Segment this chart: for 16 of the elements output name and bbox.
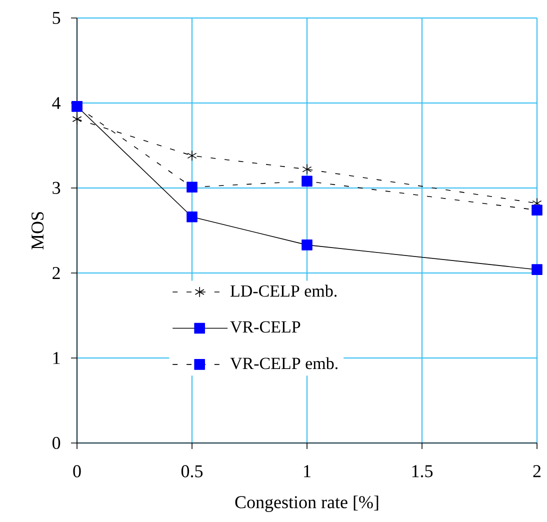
legend-label: LD-CELP emb. [230, 284, 337, 297]
legend-label: VR-CELP [230, 321, 300, 333]
x-tick-label: 1 [304, 465, 310, 478]
x-tick-label: 0 [73, 465, 81, 478]
y-tick-label: 0 [52, 436, 60, 450]
x-tick-label: 2 [533, 465, 541, 478]
x-axis-title: Congestion rate [%] [235, 496, 378, 512]
y-tick-label: 2 [52, 267, 60, 279]
y-tick-label: 3 [52, 182, 60, 194]
x-tick-label: 1.5 [412, 465, 433, 478]
x-tick-label: 0.5 [181, 465, 203, 478]
y-tick-label: 1 [53, 352, 60, 364]
legend-label: VR-CELP emb. [230, 357, 338, 370]
y-axis-title: MOS [32, 212, 44, 250]
y-tick-label: 4 [52, 97, 61, 109]
y-tick-label: 5 [52, 12, 60, 24]
